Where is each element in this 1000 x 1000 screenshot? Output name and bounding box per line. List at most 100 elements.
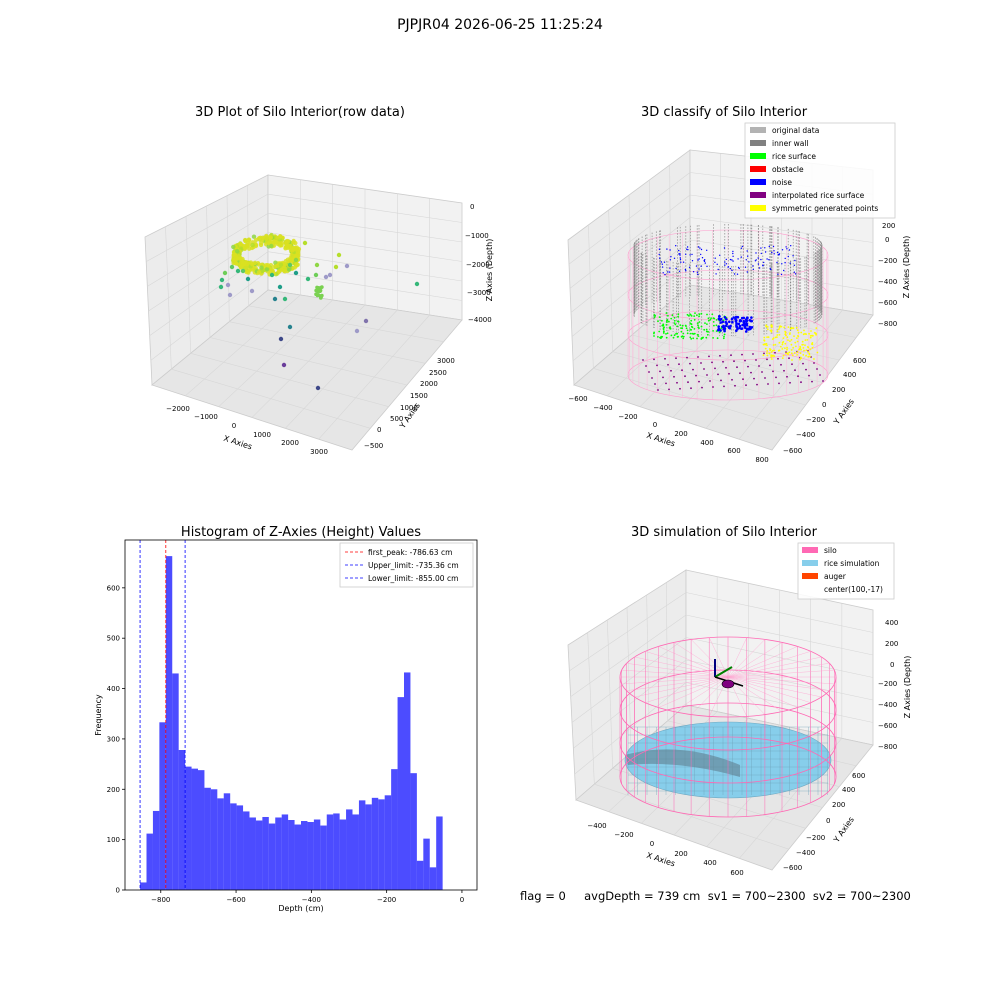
histogram-bar (410, 773, 417, 890)
interpolated-point (764, 377, 766, 379)
interpolated-point (772, 370, 774, 373)
z-axis-label: Z Axies (Depth) (485, 239, 494, 302)
interpolated-point (662, 376, 664, 379)
z-tick-label: −800 (878, 743, 897, 751)
noise-point (669, 249, 671, 251)
x-tick-label: −2000 (166, 405, 190, 413)
y-tick-label: 500 (107, 635, 120, 643)
simulation-3d-plot: 3D simulation of Silo Interior −400 −200… (567, 525, 912, 877)
interpolated-point (681, 369, 683, 372)
y-tick-label: 0 (826, 817, 830, 825)
interpolated-point (675, 357, 677, 360)
interpolated-point (665, 382, 667, 385)
silo-wire (673, 642, 729, 678)
symmetric-point (808, 353, 811, 356)
symmetric-point (800, 348, 802, 351)
interpolated-point (673, 375, 675, 378)
noise-point (763, 261, 765, 264)
data-point (264, 267, 269, 272)
noise-point (732, 316, 735, 319)
z-tick-label: −600 (878, 722, 897, 730)
rice-surface-point (686, 313, 689, 316)
noise-point (696, 271, 699, 273)
rice-surface-point (682, 332, 685, 335)
interpolated-point (692, 368, 694, 371)
silo-wire (727, 651, 811, 678)
noise-point (785, 246, 787, 248)
noise-point (695, 265, 698, 267)
legend-swatch (802, 560, 818, 566)
noise-point (722, 327, 726, 331)
rice-surface-point (702, 336, 704, 339)
interpolated-point (742, 378, 744, 381)
symmetric-point (787, 339, 789, 341)
noise-point (732, 252, 734, 255)
interpolated-point (739, 372, 741, 375)
rice-surface-point (671, 314, 674, 317)
noise-point (700, 248, 703, 251)
noise-point (719, 254, 721, 256)
symmetric-point (781, 343, 784, 346)
noise-point (734, 317, 737, 321)
histogram-bar (249, 817, 256, 890)
symmetric-point (784, 331, 787, 334)
z-tick-label: 0 (885, 236, 889, 244)
interpolated-point (714, 367, 716, 370)
data-point (244, 269, 249, 275)
rice-surface-point (675, 333, 677, 335)
interpolated-point (734, 384, 736, 387)
interpolated-point (703, 368, 705, 370)
noise-point (678, 249, 680, 252)
z-tick-label: −400 (878, 278, 897, 286)
x-tick-label: 1000 (253, 431, 271, 439)
panel-title: Histogram of Z-Axies (Height) Values (181, 525, 421, 540)
silo-wire (634, 676, 729, 698)
noise-point (733, 273, 736, 275)
y-tick-label: 600 (853, 357, 866, 365)
rice-surface-point (692, 337, 695, 340)
noise-point (762, 264, 764, 266)
data-point (293, 257, 299, 263)
noise-point (675, 267, 677, 270)
x-tick-label: −200 (614, 831, 633, 839)
symmetric-point (778, 325, 781, 328)
z-tick-label: −1000 (465, 232, 489, 240)
z-tick-label: −800 (878, 320, 897, 328)
noise-point (706, 249, 708, 251)
data-point (282, 268, 287, 273)
y-tick-label: 100 (107, 836, 120, 844)
data-point (265, 263, 271, 268)
histogram-bar (352, 814, 359, 890)
interpolated-point (763, 352, 765, 355)
noise-point (729, 267, 732, 270)
interpolated-point (708, 355, 710, 358)
data-point (241, 259, 246, 265)
noise-point (679, 258, 682, 261)
histogram-bar (288, 820, 295, 890)
data-point (237, 256, 243, 261)
symmetric-point (810, 330, 812, 332)
rice-surface-point (666, 332, 669, 335)
rice-surface-point (686, 332, 689, 335)
data-point (238, 264, 244, 269)
symmetric-point (796, 329, 799, 332)
rice-surface-point (666, 319, 669, 321)
silo-wire (626, 676, 729, 691)
classified-points (627, 224, 829, 401)
data-point (323, 274, 329, 280)
legend-label: rice simulation (824, 559, 880, 568)
data-point (278, 262, 284, 267)
z-tick-label: −400 (878, 701, 897, 709)
silo-wire (621, 669, 729, 678)
symmetric-point (766, 328, 769, 331)
data-point (256, 270, 262, 275)
histogram-bar (397, 697, 404, 890)
y-tick-label: 300 (107, 735, 120, 743)
rice-surface-point (665, 321, 668, 323)
interpolated-point (774, 351, 776, 354)
data-point (277, 284, 283, 290)
noise-point (748, 261, 750, 263)
symmetric-point (803, 329, 805, 332)
symmetric-point (813, 358, 815, 360)
rice-surface-point (667, 314, 669, 317)
